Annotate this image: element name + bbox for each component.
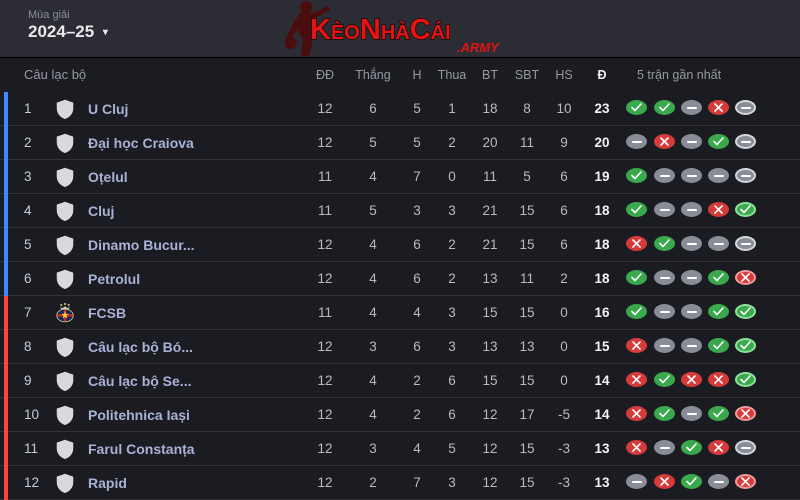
svg-text:KÈONHÀCÁI: KÈONHÀCÁI <box>310 14 451 46</box>
svg-text:.ARMY: .ARMY <box>457 40 500 55</box>
